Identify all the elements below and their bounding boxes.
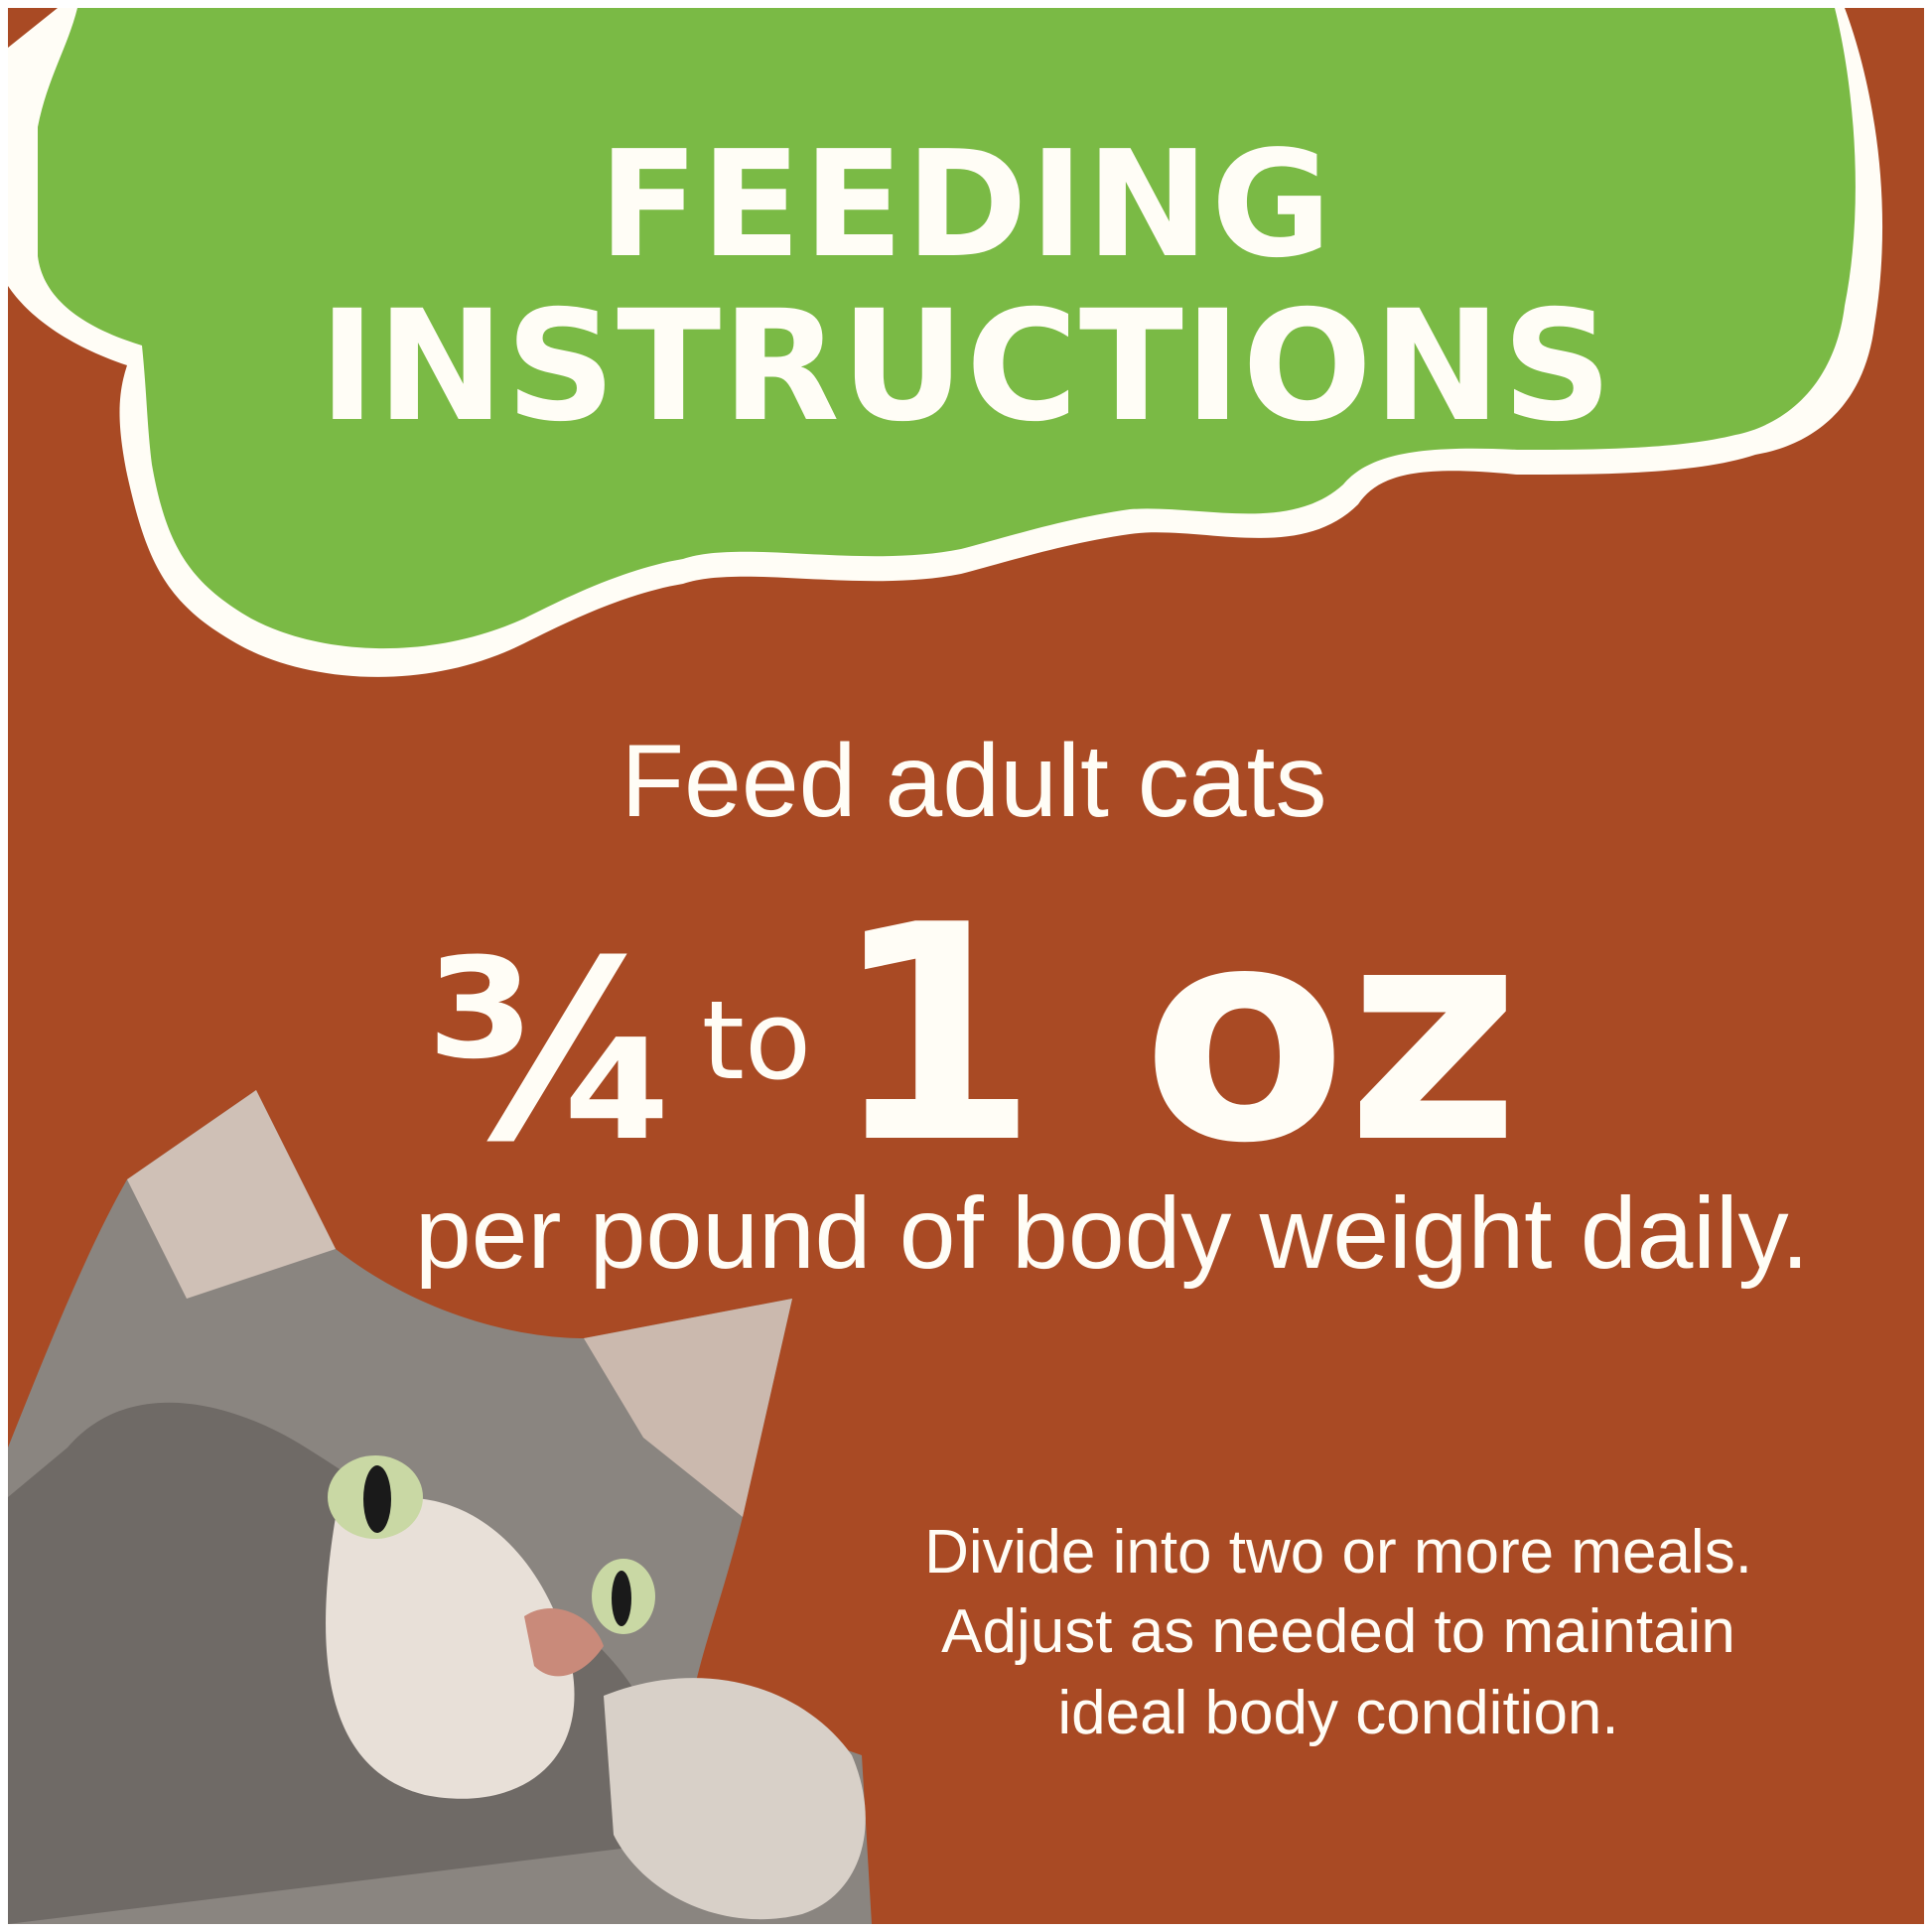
note-line-3: ideal body condition. (1057, 1679, 1619, 1747)
banner-cloud (8, 8, 1883, 1924)
amount-max: 1 oz (831, 862, 1521, 1208)
amount-fraction: ¾ (425, 907, 682, 1196)
basis-text: per pound of body weight daily. (415, 1176, 1810, 1290)
heading-line-1: FEEDING (598, 119, 1334, 290)
heading-line-2: INSTRUCTIONS (319, 278, 1613, 456)
note-line-1: Divide into two or more meals. (924, 1518, 1752, 1587)
intro-text: Feed adult cats (621, 724, 1327, 839)
note-line-2: Adjust as needed to maintain (941, 1597, 1735, 1666)
feeding-instructions-panel: FEEDING INSTRUCTIONS Feed adult cats ¾ to… (8, 8, 1924, 1924)
amount-range: ¾ to1 oz (425, 862, 1521, 1208)
amount-connector: to (701, 977, 812, 1104)
cat-photo (8, 1090, 872, 1924)
